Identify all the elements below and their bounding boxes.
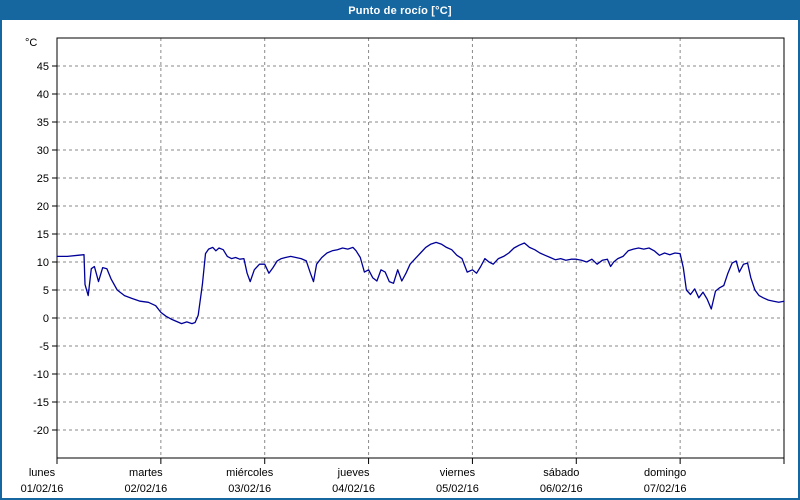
y-tick-label: 20 [37, 201, 49, 213]
x-date-label: 02/02/16 [124, 483, 167, 495]
y-tick-label: 25 [37, 173, 49, 185]
x-date-label: 01/02/16 [21, 483, 64, 495]
y-tick-label: 10 [37, 257, 49, 269]
x-date-label: 06/02/16 [540, 483, 583, 495]
y-tick-label: 45 [37, 61, 49, 73]
y-tick-label: 35 [37, 117, 49, 129]
y-tick-label: -15 [33, 397, 49, 409]
x-day-label: sábado [543, 467, 579, 479]
x-day-label: lunes [29, 467, 56, 479]
x-day-label: miércoles [226, 467, 274, 479]
y-tick-label: -20 [33, 425, 49, 437]
dew-point-chart: -20 -15 -10 -5 0 5 10 15 20 25 30 35 40 45°C lunes 01/0… [21, 37, 785, 495]
x-day-label: jueves [337, 467, 370, 479]
x-date-label: 03/02/16 [228, 483, 271, 495]
y-tick-label: -10 [33, 369, 49, 381]
y-axis-unit-label: °C [25, 37, 37, 49]
y-tick-label: 5 [43, 285, 49, 297]
x-date-label: 05/02/16 [436, 483, 479, 495]
chart-title: Punto de rocío [°C] [348, 5, 452, 17]
y-tick-label: 15 [37, 229, 49, 241]
plot-border [56, 37, 785, 459]
x-day-label: viernes [440, 467, 476, 479]
y-tick-label: 30 [37, 145, 49, 157]
y-tick-label: 40 [37, 89, 49, 101]
y-tick-label: 0 [43, 313, 49, 325]
x-day-label: martes [129, 467, 163, 479]
y-tick-label: -5 [39, 341, 49, 353]
x-date-label: 07/02/16 [644, 483, 687, 495]
chart-title-bar: Punto de rocío [°C] [2, 2, 798, 20]
x-day-label: domingo [644, 467, 686, 479]
x-date-label: 04/02/16 [332, 483, 375, 495]
dew-point-series-line [56, 241, 785, 325]
